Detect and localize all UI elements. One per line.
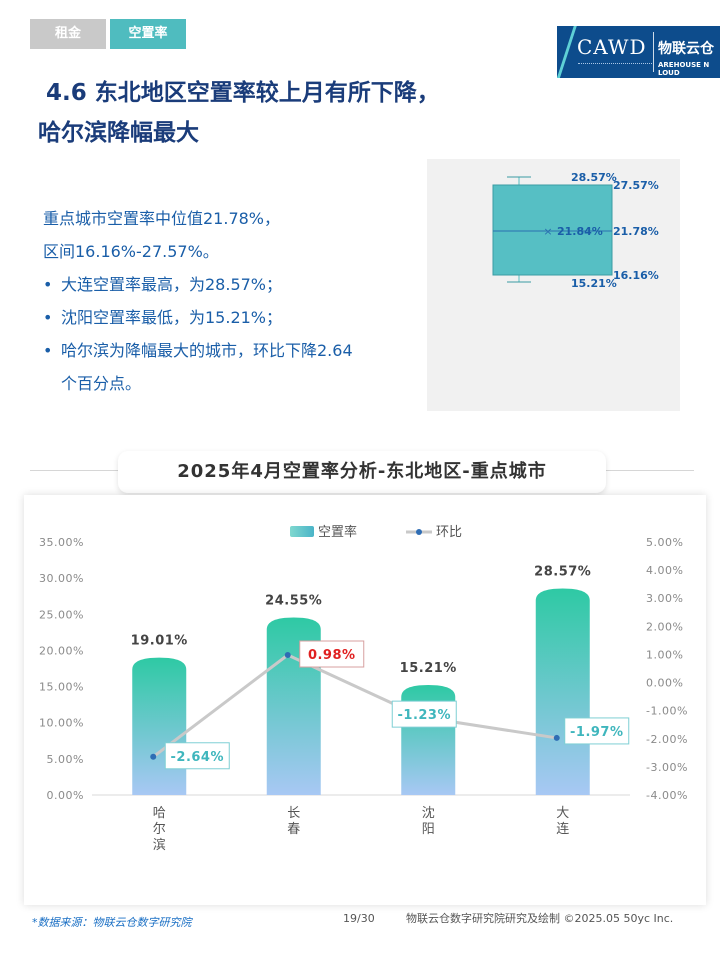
logo-text: CAWD xyxy=(577,35,647,59)
boxplot-max-label: 28.57% xyxy=(571,171,617,184)
y-left-tick-label: 5.00% xyxy=(47,753,84,766)
page-title-line2: 哈尔滨降幅最大 xyxy=(38,120,199,146)
bar-value-label: 24.55% xyxy=(265,594,322,609)
x-category-label: 连 xyxy=(556,821,569,837)
legend-bar-label: 空置率 xyxy=(318,524,357,540)
summary-text: 重点城市空置率中位值21.78%， 区间16.16%-27.57%。 大连空置率… xyxy=(43,202,413,400)
x-category-label: 春 xyxy=(287,822,300,837)
y-right-tick-label: -3.00% xyxy=(646,761,688,774)
logo-subline xyxy=(578,63,652,66)
y-left-tick-label: 10.00% xyxy=(39,717,84,730)
y-right-tick-label: -2.00% xyxy=(646,733,688,746)
legend-line-marker xyxy=(416,529,422,535)
bar-value-label: 15.21% xyxy=(400,661,457,676)
boxplot-mean-marker: × xyxy=(543,225,552,238)
mom-line xyxy=(152,653,557,758)
summary-bullet-continuation: 个百分点。 xyxy=(61,374,142,393)
boxplot-svg: × 28.57% 27.57% 21.84% 21.78% 16.16% 15.… xyxy=(492,171,659,290)
mom-label-box xyxy=(391,700,457,728)
bar-value-label: 19.01% xyxy=(131,634,188,649)
x-category-label: 阳 xyxy=(422,822,435,837)
y-right-tick-label: 4.00% xyxy=(646,564,683,577)
mom-point xyxy=(150,753,157,760)
chart-svg: 0.00% 5.00% 10.00% 15.00% 20.00% 25.00% 30.00%… xyxy=(39,524,688,853)
summary-bullet: 沈阳空置率最低，为15.21%； xyxy=(43,301,413,334)
y-left-tick-label: 35.00% xyxy=(39,536,84,549)
y-right-tick-label: 1.00% xyxy=(646,648,683,661)
summary-bullet: 大连空置率最高，为28.57%； xyxy=(43,268,413,301)
summary-bullet: 哈尔滨为降幅最大的城市，环比下降2.64 xyxy=(43,334,413,367)
logo-brand-sub: AREHOUSE N LOUD xyxy=(658,61,710,77)
x-category-label: 哈 xyxy=(153,806,166,821)
chart-title-box: 2025年4月空置率分析-东北地区-重点城市 xyxy=(118,451,606,493)
y-left-tick-label: 30.00% xyxy=(39,572,84,585)
y-right-tick-label: -1.00% xyxy=(646,705,688,718)
data-source-note: *数据来源：物联云仓数字研究院 xyxy=(32,916,192,929)
chart-title: 2025年4月空置率分析-东北地区-重点城市 xyxy=(177,461,547,482)
mom-point xyxy=(284,652,291,659)
x-category-label: 沈 xyxy=(422,806,435,821)
x-category-label: 长 xyxy=(287,806,300,821)
logo-brand: 物联云仓 xyxy=(658,41,714,57)
cawd-logo: CAWD 物联云仓 AREHOUSE N LOUD xyxy=(557,26,720,78)
mom-value-label: -1.23% xyxy=(398,708,452,723)
summary-line: 区间16.16%-27.57%。 xyxy=(43,242,219,261)
y-left-tick-label: 25.00% xyxy=(39,608,84,621)
boxplot-box xyxy=(492,184,613,276)
mom-label-box xyxy=(299,640,365,668)
mom-value-label: -1.97% xyxy=(570,725,624,740)
tab-vacancy[interactable]: 空置率 xyxy=(110,19,186,49)
boxplot-median-label: 21.78% xyxy=(613,225,659,238)
mom-value-label: 0.98% xyxy=(308,648,356,663)
y-right-tick-label: 5.00% xyxy=(646,536,683,549)
bar xyxy=(132,657,187,795)
mom-label-box xyxy=(564,717,630,745)
mom-point xyxy=(553,734,560,741)
logo-separator xyxy=(653,32,654,72)
page-number: 19/30 xyxy=(343,912,375,925)
x-category-label: 大 xyxy=(556,806,569,821)
bar-value-label: 28.57% xyxy=(534,564,591,579)
mom-value-label: -2.64% xyxy=(171,750,225,765)
x-category-label: 滨 xyxy=(153,837,166,853)
legend-bar-swatch xyxy=(290,526,314,537)
bar xyxy=(535,588,590,795)
y-right-tick-label: 2.00% xyxy=(646,620,683,633)
mom-label-box xyxy=(164,742,230,770)
boxplot-min-label: 15.21% xyxy=(571,277,617,290)
y-right-tick-label: -4.00% xyxy=(646,789,688,802)
boxplot-q3-label: 27.57% xyxy=(613,179,659,192)
boxplot-panel: × 28.57% 27.57% 21.84% 21.78% 16.16% 15.… xyxy=(427,159,680,411)
legend-line-label: 环比 xyxy=(436,525,462,540)
chart-card: 0.00% 5.00% 10.00% 15.00% 20.00% 25.00% 30.00%… xyxy=(24,495,706,905)
boxplot-q1-label: 16.16% xyxy=(613,269,659,282)
y-left-tick-label: 20.00% xyxy=(39,644,84,657)
boxplot-mean-label: 21.84% xyxy=(557,225,603,238)
y-right-tick-label: 3.00% xyxy=(646,592,683,605)
tab-rent[interactable]: 租金 xyxy=(30,19,106,49)
logo-slash-mark xyxy=(557,26,579,78)
summary-line: 重点城市空置率中位值21.78%， xyxy=(43,209,281,228)
y-right-tick-label: 0.00% xyxy=(646,677,683,690)
footer-credit: 物联云仓数字研究院研究及绘制 ©2025.05 50yc Inc. xyxy=(406,912,674,925)
y-left-tick-label: 15.00% xyxy=(39,681,84,694)
y-left-tick-label: 0.00% xyxy=(47,789,84,802)
page-title-line1: 4.6 东北地区空置率较上月有所下降， xyxy=(46,80,440,106)
x-category-label: 尔 xyxy=(153,822,166,837)
